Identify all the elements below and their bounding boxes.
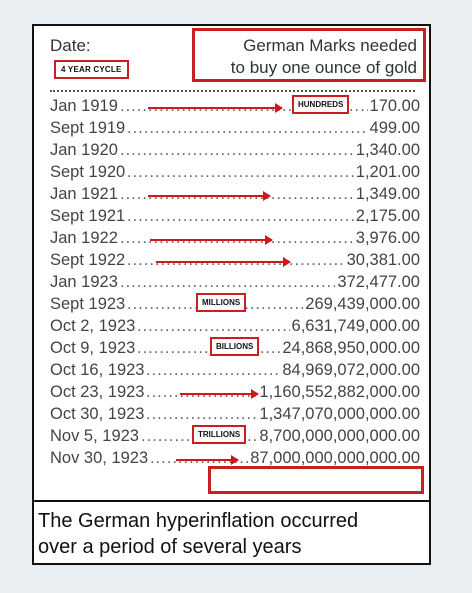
leader-dots: ........................................… <box>120 273 335 291</box>
cycle-label: 4 YEAR CYCLE <box>54 60 129 79</box>
table-row: Jan 1922................................… <box>50 227 420 249</box>
leader-dots: ........................................… <box>150 449 248 467</box>
caption: The German hyperinflation occurred over … <box>38 508 425 560</box>
row-value: 2,175.00 <box>355 207 420 225</box>
row-date: Oct 30, 1923 <box>50 405 145 423</box>
leader-dots: ........................................… <box>127 207 354 225</box>
table-row: Sept 1921...............................… <box>50 205 420 227</box>
row-value: 499.00 <box>369 119 420 137</box>
row-date: Oct 2, 1923 <box>50 317 136 335</box>
row-value: 269,439,000.00 <box>305 295 420 313</box>
row-date: Oct 23, 1923 <box>50 383 145 401</box>
table-row: Jan 1920................................… <box>50 139 420 161</box>
table-row: Sept 1919...............................… <box>50 117 420 139</box>
row-value: 372,477.00 <box>337 273 420 291</box>
leader-dots: ........................................… <box>137 317 290 335</box>
table-row: Jan 1923................................… <box>50 271 420 293</box>
leader-dots: ........................................… <box>120 141 354 159</box>
row-value: 1,347,070,000,000.00 <box>259 405 420 423</box>
row-date: Oct 9, 1923 <box>50 339 136 357</box>
table-row: Sept 1923...............................… <box>50 293 420 315</box>
leader-dots: ........................................… <box>146 383 257 401</box>
table-row: Oct 16, 1923............................… <box>50 359 420 381</box>
leader-dots: ........................................… <box>120 185 354 203</box>
table-row: Oct 30, 1923............................… <box>50 403 420 425</box>
title-line-2: to buy one ounce of gold <box>230 58 417 77</box>
magnitude-tag-billions: BILLIONS <box>210 337 260 356</box>
title-line-1: German Marks needed <box>243 36 417 55</box>
row-value: 8,700,000,000,000.00 <box>259 427 420 445</box>
row-date: Jan 1919 <box>50 97 118 115</box>
row-value: 1,201.00 <box>355 163 420 181</box>
value-column-header: German Marks needed to buy one ounce of … <box>192 28 426 82</box>
caption-line-2: over a period of several years <box>38 536 302 558</box>
date-column-header: Date: <box>50 36 91 55</box>
leader-dots: ........................................… <box>127 163 354 181</box>
leader-dots: ........................................… <box>146 361 280 379</box>
row-value: 84,969,072,000.00 <box>282 361 420 379</box>
table-row: Jan 1919................................… <box>50 95 420 117</box>
row-date: Jan 1922 <box>50 229 118 247</box>
row-date: Jan 1921 <box>50 185 118 203</box>
row-date: Sept 1920 <box>50 163 126 181</box>
magnitude-tag-millions: MILLIONS <box>196 293 247 312</box>
red-arrow-icon <box>148 191 271 201</box>
red-arrow-icon <box>180 389 259 399</box>
final-value-highlight <box>208 466 424 494</box>
row-value: 1,349.00 <box>355 185 420 203</box>
table-row: Sept 1922...............................… <box>50 249 420 271</box>
caption-line-1: The German hyperinflation occurred <box>38 510 359 532</box>
row-value: 30,381.00 <box>346 251 420 269</box>
table-rows: Jan 1919................................… <box>50 95 420 469</box>
row-value: 1,340.00 <box>355 141 420 159</box>
row-value: 3,976.00 <box>355 229 420 247</box>
row-value: 6,631,749,000.00 <box>291 317 420 335</box>
row-date: Nov 30, 1923 <box>50 449 149 467</box>
table-row: Jan 1921................................… <box>50 183 420 205</box>
gold-price-table-card: Date: 4 YEAR CYCLE German Marks needed t… <box>32 24 431 565</box>
leader-dots: ........................................… <box>146 405 257 423</box>
red-arrow-icon <box>156 257 291 267</box>
red-arrow-icon <box>150 235 273 245</box>
table-row: Nov 30, 1923............................… <box>50 447 420 469</box>
row-value: 24,868,950,000.00 <box>282 339 420 357</box>
table-row: Nov 5, 1923.............................… <box>50 425 420 447</box>
leader-dots: ........................................… <box>120 229 354 247</box>
red-arrow-icon <box>176 455 239 465</box>
row-date: Oct 16, 1923 <box>50 361 145 379</box>
row-date: Sept 1919 <box>50 119 126 137</box>
row-value: 87,000,000,000,000.00 <box>250 449 420 467</box>
table-row: Oct 2, 1923.............................… <box>50 315 420 337</box>
row-date: Nov 5, 1923 <box>50 427 139 445</box>
caption-divider <box>34 500 429 502</box>
row-date: Sept 1923 <box>50 295 126 313</box>
row-value: 1,160,552,882,000.00 <box>259 383 420 401</box>
table-row: Oct 23, 1923............................… <box>50 381 420 403</box>
magnitude-tag-hundreds: HUNDREDS <box>292 95 350 114</box>
red-arrow-icon <box>148 103 283 113</box>
row-date: Sept 1922 <box>50 251 126 269</box>
row-value: 170.00 <box>369 97 420 115</box>
table-row: Oct 9, 1923.............................… <box>50 337 420 359</box>
table-row: Sept 1920...............................… <box>50 161 420 183</box>
leader-dots: ........................................… <box>127 119 368 137</box>
header-separator <box>50 90 415 92</box>
row-date: Jan 1923 <box>50 273 118 291</box>
row-date: Sept 1921 <box>50 207 126 225</box>
magnitude-tag-trillions: TRILLIONS <box>192 425 247 444</box>
row-date: Jan 1920 <box>50 141 118 159</box>
